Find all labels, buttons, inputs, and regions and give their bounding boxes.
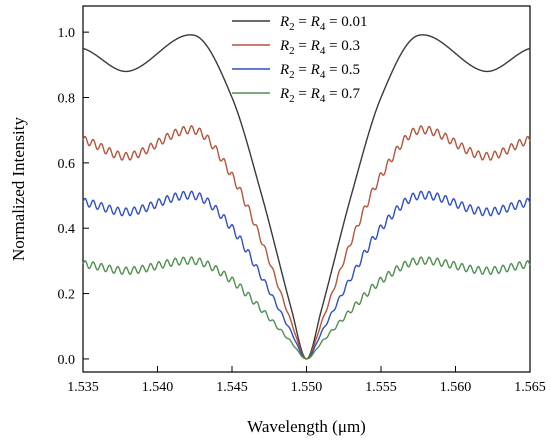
x-tick-label: 1.565 — [514, 380, 546, 395]
plot-frame — [82, 5, 531, 373]
y-tick-label: 0.2 — [58, 288, 76, 303]
y-tick-label: 1.0 — [58, 26, 76, 41]
y-tick-label: 0.8 — [58, 92, 76, 107]
legend: R2 = R4 = 0.01 R2 = R4 = 0.3 R2 = R4 = 0.5… — [232, 14, 368, 105]
ticks-layer: 1.535 1.540 1.545 1.550 1.555 1.560 1.565 0.0 0.… — [58, 26, 546, 395]
legend-label: R2 = R4 = 0.7 — [279, 86, 361, 105]
x-axis-title: Wavelength (μm) — [247, 417, 366, 436]
x-tick-label: 1.540 — [142, 380, 174, 395]
legend-label: R2 = R4 = 0.5 — [279, 62, 360, 81]
series-line — [82, 256, 531, 360]
y-tick-label: 0.0 — [58, 353, 76, 368]
legend-label: R2 = R4 = 0.3 — [279, 38, 360, 57]
series-line — [82, 125, 531, 360]
y-axis-title: Normalized Intensity — [9, 117, 28, 261]
y-tick-label: 0.4 — [58, 222, 76, 237]
legend-label: R2 = R4 = 0.01 — [279, 14, 368, 33]
x-tick-label: 1.555 — [365, 380, 397, 395]
x-tick-label: 1.550 — [291, 380, 323, 395]
x-tick-label: 1.545 — [216, 380, 248, 395]
series-line — [82, 34, 531, 360]
x-tick-label: 1.560 — [440, 380, 472, 395]
x-tick-label: 1.535 — [67, 380, 99, 395]
series-layer — [82, 34, 531, 360]
y-tick-label: 0.6 — [58, 157, 76, 172]
series-line — [82, 190, 531, 360]
